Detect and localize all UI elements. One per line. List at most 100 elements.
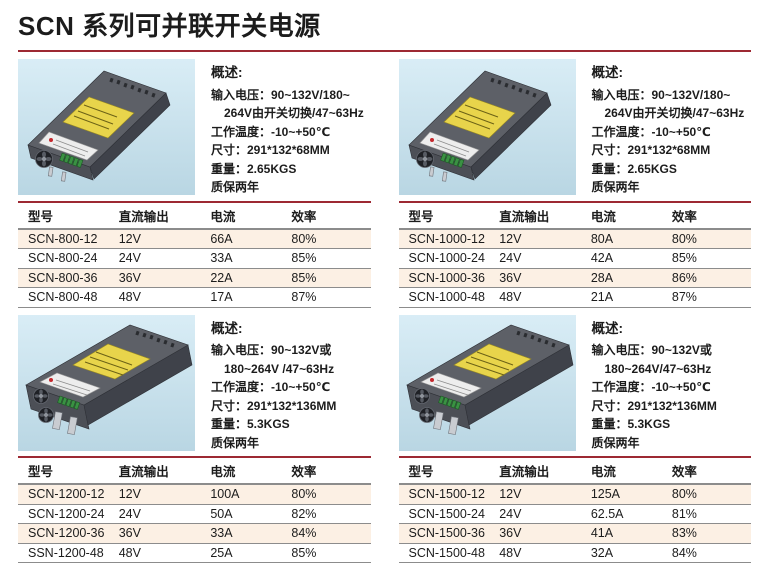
spec-line: 工作温度：-10~+50℃ bbox=[592, 123, 745, 142]
table-cell: 87% bbox=[289, 288, 370, 308]
spec-line: 质保两年 bbox=[592, 434, 717, 453]
spec-line: 质保两年 bbox=[211, 434, 336, 453]
column-header: 型号 bbox=[399, 202, 498, 229]
table-cell: 24V bbox=[497, 249, 589, 269]
table-cell: 48V bbox=[117, 543, 209, 563]
table-cell: 33A bbox=[208, 249, 289, 269]
table-cell: 48V bbox=[497, 288, 589, 308]
spec-line: 质保两年 bbox=[211, 178, 364, 197]
table-cell: SCN-800-48 bbox=[18, 288, 117, 308]
product-photo bbox=[18, 315, 195, 451]
table-cell: SCN-1500-48 bbox=[399, 543, 498, 563]
table-cell: SCN-1500-24 bbox=[399, 504, 498, 524]
brand-mark bbox=[430, 138, 434, 142]
table-cell: SCN-800-12 bbox=[18, 229, 117, 249]
table-cell: 41A bbox=[589, 524, 670, 544]
brand-mark bbox=[49, 138, 53, 142]
column-header: 效率 bbox=[289, 457, 370, 484]
table-cell: SCN-800-36 bbox=[18, 268, 117, 288]
fan-icon bbox=[36, 151, 53, 168]
column-header: 电流 bbox=[208, 202, 289, 229]
brand-mark bbox=[430, 378, 434, 382]
column-header: 直流输出 bbox=[117, 202, 209, 229]
column-header: 直流输出 bbox=[117, 457, 209, 484]
spec-line: 尺寸：291*132*136MM bbox=[211, 397, 336, 416]
table-cell: 12V bbox=[117, 229, 209, 249]
overview-title: 概述: bbox=[592, 320, 717, 339]
table-cell: 80% bbox=[670, 484, 751, 504]
spec-line: 重量：5.3KGS bbox=[592, 415, 717, 434]
column-header: 型号 bbox=[18, 202, 117, 229]
table-cell: 80% bbox=[289, 229, 370, 249]
table-cell: SCN-1500-12 bbox=[399, 484, 498, 504]
spec-line: 工作温度：-10~+50℃ bbox=[592, 378, 717, 397]
table-cell: 36V bbox=[497, 524, 589, 544]
table-cell: 24V bbox=[117, 504, 209, 524]
page-title: SCN 系列可并联开关电源 bbox=[18, 5, 751, 52]
table-cell: SCN-1200-36 bbox=[18, 524, 117, 544]
table-cell: 100A bbox=[208, 484, 289, 504]
spec-line: 工作温度：-10~+50℃ bbox=[211, 123, 364, 142]
brand-mark bbox=[49, 378, 53, 382]
table-cell: SCN-800-24 bbox=[18, 249, 117, 269]
table-header-row: 型号直流输出电流效率 bbox=[18, 202, 371, 229]
column-header: 型号 bbox=[399, 457, 498, 484]
table-header-row: 型号直流输出电流效率 bbox=[399, 457, 752, 484]
spec-line: 输入电压：90~132V/180~ bbox=[592, 86, 745, 105]
spec-line: 输入电压：90~132V/180~ bbox=[211, 86, 364, 105]
table-cell: 66A bbox=[208, 229, 289, 249]
table-cell: 21A bbox=[589, 288, 670, 308]
table-cell: 50A bbox=[208, 504, 289, 524]
spec-line: 264V由开关切换/47~63Hz bbox=[211, 104, 364, 123]
column-header: 电流 bbox=[589, 202, 670, 229]
table-header-row: 型号直流输出电流效率 bbox=[18, 457, 371, 484]
table-cell: 42A bbox=[589, 249, 670, 269]
table-cell: SCN-1500-36 bbox=[399, 524, 498, 544]
table-cell: 28A bbox=[589, 268, 670, 288]
spec-line: 180~264V/47~63Hz bbox=[592, 360, 717, 379]
fan-icon bbox=[34, 388, 49, 403]
table-cell: 80% bbox=[670, 229, 751, 249]
spec-line: 重量：2.65KGS bbox=[211, 160, 364, 179]
product-photo bbox=[18, 59, 195, 195]
table-cell: 84% bbox=[289, 524, 370, 544]
table-cell: 86% bbox=[670, 268, 751, 288]
table-cell: 85% bbox=[670, 249, 751, 269]
table-cell: 12V bbox=[497, 229, 589, 249]
table-cell: 83% bbox=[670, 524, 751, 544]
overview-title: 概述: bbox=[211, 320, 336, 339]
table-cell: 17A bbox=[208, 288, 289, 308]
fan-icon bbox=[416, 151, 433, 168]
table-cell: 48V bbox=[497, 543, 589, 563]
column-header: 效率 bbox=[289, 202, 370, 229]
table-cell: 25A bbox=[208, 543, 289, 563]
column-header: 直流输出 bbox=[497, 202, 589, 229]
table-cell: 62.5A bbox=[589, 504, 670, 524]
